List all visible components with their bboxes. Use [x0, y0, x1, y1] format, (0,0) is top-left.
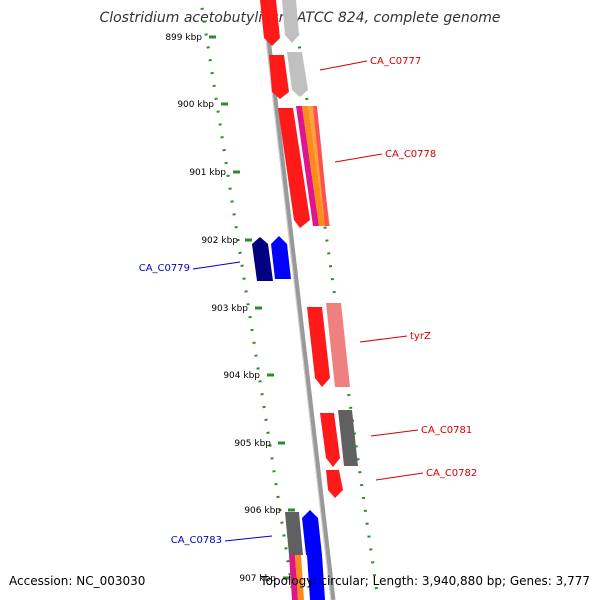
- gene-label[interactable]: CA_C0779: [139, 263, 190, 274]
- genome-backbone: [261, 0, 336, 600]
- ruler-tick-label: 907 kbp: [239, 574, 276, 584]
- ruler-tick-label: 901 kbp: [189, 168, 226, 178]
- gene-label-leader: [370, 429, 419, 437]
- gene-label[interactable]: tyrZ: [410, 331, 431, 342]
- gene-feature-ca-c0782[interactable]: [326, 470, 343, 498]
- gene-feature-tyrz[interactable]: [307, 303, 350, 387]
- gene-label[interactable]: CA_C0783: [171, 535, 222, 546]
- gene-label-leader: [334, 153, 383, 163]
- gene-label-leader: [359, 335, 408, 343]
- gene-feature-ca-c0781[interactable]: [320, 410, 358, 467]
- gene-feature-ca-c0783[interactable]: [285, 510, 325, 600]
- ruler-tick-label: 903 kbp: [211, 304, 248, 314]
- gene-feature-ca-c0777[interactable]: [269, 52, 308, 99]
- ruler-tick-label: 904 kbp: [223, 371, 260, 381]
- gene-feature-ca-c0778[interactable]: [278, 106, 330, 228]
- ruler-tick-label: 899 kbp: [165, 33, 202, 43]
- gene-label-leader: [224, 535, 273, 542]
- ruler-tick-label: 906 kbp: [244, 506, 281, 516]
- ruler-tick-label: 905 kbp: [234, 439, 271, 449]
- gene-feature-ca-c0779[interactable]: [252, 236, 291, 281]
- gene-label[interactable]: CA_C0778: [385, 149, 436, 160]
- gene-feature-top-gray[interactable]: [282, 0, 299, 43]
- gene-label[interactable]: CA_C0781: [421, 425, 472, 436]
- gene-feature-top-red[interactable]: [260, 0, 280, 46]
- genome-summary-text: Topology: circular; Length: 3,940,880 bp…: [260, 574, 590, 588]
- gene-label-leader: [375, 472, 424, 481]
- map-title: Clostridium acetobutylicum ATCC 824, com…: [99, 10, 501, 26]
- ruler-tick-label: 900 kbp: [177, 100, 214, 110]
- gene-label-leader: [319, 60, 368, 71]
- gene-label[interactable]: CA_C0777: [370, 56, 421, 67]
- gene-label[interactable]: CA_C0782: [426, 468, 477, 479]
- accession-text: Accession: NC_003030: [9, 574, 146, 588]
- gene-label-leader: [192, 261, 241, 270]
- ruler-tick-label: 902 kbp: [201, 236, 238, 246]
- genome-backbone-highlight: [261, 0, 332, 600]
